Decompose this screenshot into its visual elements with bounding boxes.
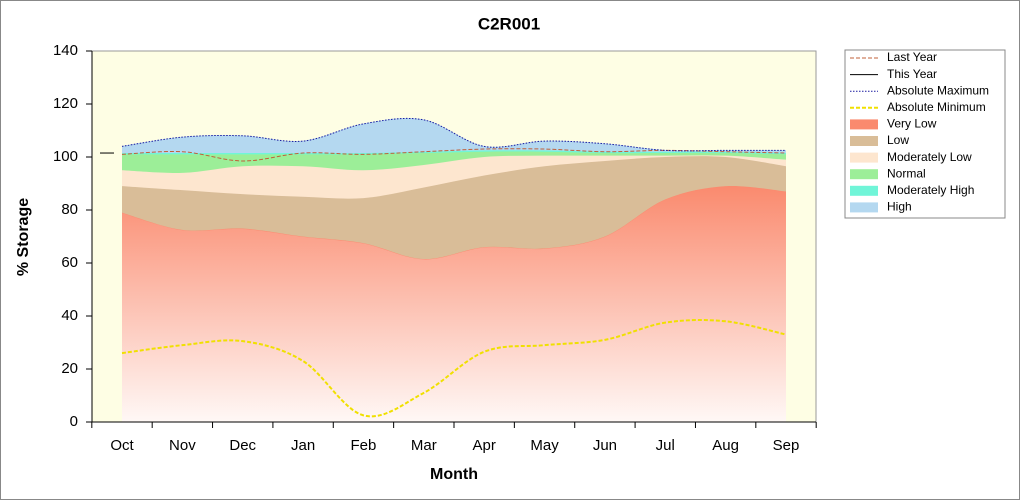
- x-tick-label: Aug: [712, 437, 739, 454]
- y-axis-label: % Storage: [15, 198, 32, 276]
- y-tick-label: 120: [53, 95, 78, 112]
- legend-swatch: [850, 185, 878, 196]
- x-tick-label: Nov: [169, 437, 196, 454]
- legend-label: Low: [887, 133, 909, 147]
- band-area: [122, 185, 786, 422]
- legend: Last Year This Year Absolute Maximum Absolu…: [844, 49, 1006, 219]
- x-tick-label: May: [530, 437, 559, 454]
- legend-swatch: [850, 136, 878, 146]
- y-tick-label: 140: [53, 42, 78, 59]
- legend-label: Last Year: [887, 50, 937, 64]
- y-tick-label: 20: [61, 360, 78, 377]
- legend-swatch: [850, 202, 878, 213]
- y-tick-label: 0: [70, 413, 78, 430]
- y-tick-label: 60: [61, 254, 78, 271]
- x-tick-label: Feb: [351, 437, 377, 454]
- legend-label: Moderately Low: [887, 150, 972, 164]
- plot: [100, 117, 787, 422]
- x-tick-label: Oct: [110, 437, 134, 454]
- x-tick-label: Apr: [473, 437, 496, 454]
- y-tick-label: 80: [61, 201, 78, 218]
- legend-swatch: [850, 152, 878, 163]
- band-area: [122, 151, 786, 173]
- legend-swatch: [850, 119, 878, 130]
- band-edge: [121, 185, 787, 260]
- band-area: [122, 118, 786, 154]
- legend-label: Normal: [887, 166, 926, 180]
- legend-label: This Year: [887, 67, 937, 81]
- x-tick-label: Jun: [593, 437, 617, 454]
- chart-title: C2R001: [478, 14, 540, 33]
- y-tick-label: 100: [53, 148, 78, 165]
- legend-label: Absolute Maximum: [887, 83, 989, 97]
- x-tick-label: Jan: [291, 437, 315, 454]
- x-tick-label: Jul: [656, 437, 675, 454]
- series-line: [121, 117, 786, 152]
- legend-label: Moderately High: [887, 183, 974, 197]
- x-tick-label: Mar: [411, 437, 437, 454]
- legend-swatch: [850, 169, 878, 180]
- band-area: [122, 156, 786, 260]
- x-tick-label: Sep: [773, 437, 800, 454]
- legend-label: High: [887, 200, 912, 214]
- x-tick-label: Dec: [229, 437, 256, 454]
- series-line: [121, 319, 787, 418]
- legend-label: Absolute Minimum: [887, 100, 986, 114]
- y-tick-label: 40: [61, 307, 78, 324]
- x-axis-label: Month: [430, 466, 478, 483]
- legend-label: Very Low: [887, 117, 937, 131]
